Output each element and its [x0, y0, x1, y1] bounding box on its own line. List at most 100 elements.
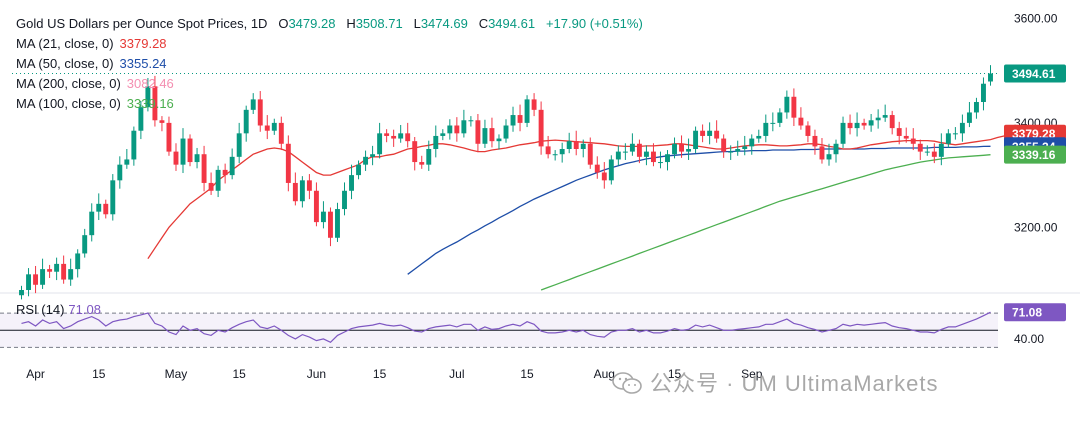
candle-body: [461, 120, 467, 134]
candle-body: [201, 154, 207, 183]
candle-body: [328, 211, 333, 238]
candle-body: [587, 143, 593, 165]
candle-body: [573, 141, 579, 149]
candle-body: [643, 151, 649, 157]
candle-body: [489, 128, 495, 142]
candle-body: [882, 115, 888, 118]
candle-body: [61, 263, 67, 280]
price-label-text: 3339.16: [1012, 148, 1056, 162]
ma21-legend[interactable]: MA (21, close, 0) 3379.28: [16, 34, 643, 54]
candle-body: [973, 102, 979, 113]
candle-body: [229, 156, 235, 176]
candle-body: [524, 99, 530, 123]
candle-body: [391, 135, 397, 139]
candle-body: [861, 122, 867, 126]
candle-body: [405, 133, 411, 142]
time-tick-label: 15: [668, 367, 682, 381]
candle-body: [763, 122, 769, 136]
ma100-legend[interactable]: MA (100, close, 0) 3339.16: [16, 94, 643, 114]
time-tick-label: 15: [233, 367, 247, 381]
candle-body: [335, 209, 340, 238]
rsi-legend[interactable]: RSI (14) 71.08: [16, 302, 101, 317]
ma21-value: 3379.28: [119, 36, 167, 51]
time-tick-label: 15: [373, 367, 387, 381]
time-tick-label: May: [165, 367, 188, 381]
candle-body: [342, 190, 347, 210]
candle-body: [981, 83, 986, 102]
close-label: C: [478, 16, 489, 31]
candle-body: [889, 115, 895, 129]
time-tick-label: Jun: [307, 367, 326, 381]
candle-body: [629, 143, 635, 152]
time-tick-label: Sep: [741, 367, 763, 381]
candle-body: [826, 154, 832, 160]
candle-body: [658, 162, 663, 164]
candle-body: [124, 159, 130, 165]
candle-body: [917, 143, 923, 152]
high-value: 3508.71: [355, 16, 403, 31]
candle-body: [138, 107, 144, 131]
candle-body: [33, 274, 39, 285]
candle-body: [721, 138, 727, 152]
price-label-badge: [1004, 145, 1066, 164]
candle-body: [215, 169, 221, 191]
candle-body: [959, 122, 965, 134]
price-label-badge: [1004, 64, 1066, 83]
candle-body: [875, 117, 881, 121]
candle-body: [19, 290, 24, 296]
ma21-label: MA (21, close, 0): [16, 36, 114, 51]
candle-body: [686, 149, 692, 152]
candle-body: [68, 269, 74, 280]
chart-legend: Gold US Dollars per Ounce Spot Prices, 1…: [16, 14, 643, 114]
candle-body: [110, 180, 116, 215]
ma200-legend[interactable]: MA (200, close, 0) 3082.46: [16, 74, 643, 94]
ma100-label: MA (100, close, 0): [16, 96, 121, 111]
candle-body: [580, 143, 586, 149]
time-tick-label: 15: [520, 367, 534, 381]
candle-body: [615, 151, 621, 160]
candle-body: [313, 190, 319, 223]
candle-body: [966, 112, 972, 123]
ma50-legend[interactable]: MA (50, close, 0) 3355.24: [16, 54, 643, 74]
time-tick-label: Jul: [449, 367, 464, 381]
open-value: 3479.28: [288, 16, 336, 31]
candle-body: [40, 269, 46, 285]
candle-body: [805, 125, 811, 136]
symbol-header: Gold US Dollars per Ounce Spot Prices, 1…: [16, 14, 643, 34]
candle-body: [356, 164, 362, 176]
rsi-badge-text: 71.08: [1012, 306, 1042, 320]
candle-body: [938, 143, 944, 157]
candle-body: [236, 133, 242, 157]
low-label: L: [413, 16, 421, 31]
candle-body: [250, 99, 256, 110]
candle-body: [131, 130, 137, 160]
ma21-line: [147, 133, 1012, 260]
symbol-title: Gold US Dollars per Ounce Spot Prices, 1…: [16, 16, 268, 31]
candle-body: [278, 122, 284, 144]
candle-body: [447, 125, 453, 134]
candle-body: [693, 130, 699, 149]
ma50-line: [407, 145, 991, 275]
candle-body: [54, 263, 60, 272]
rsi-line: [21, 311, 991, 344]
candle-body: [770, 122, 776, 124]
candle-body: [735, 149, 741, 152]
candle-body: [847, 122, 853, 129]
candle-body: [545, 146, 551, 155]
candle-body: [194, 154, 200, 163]
candle-body: [777, 112, 783, 123]
high-label: H: [346, 16, 356, 31]
candle-body: [566, 141, 572, 149]
candle-body: [608, 159, 614, 181]
candle-body: [742, 146, 748, 149]
candle-body: [180, 138, 186, 165]
candle-body: [152, 86, 158, 121]
ma200-value: 3082.46: [126, 76, 174, 91]
candle-body: [187, 138, 193, 163]
watermark-text: 公众号 · UM UltimaMarkets: [650, 371, 939, 396]
candle-body: [601, 172, 607, 181]
candle-body: [903, 135, 909, 139]
ma200-label: MA (200, close, 0): [16, 76, 121, 91]
candle-body: [952, 133, 958, 135]
